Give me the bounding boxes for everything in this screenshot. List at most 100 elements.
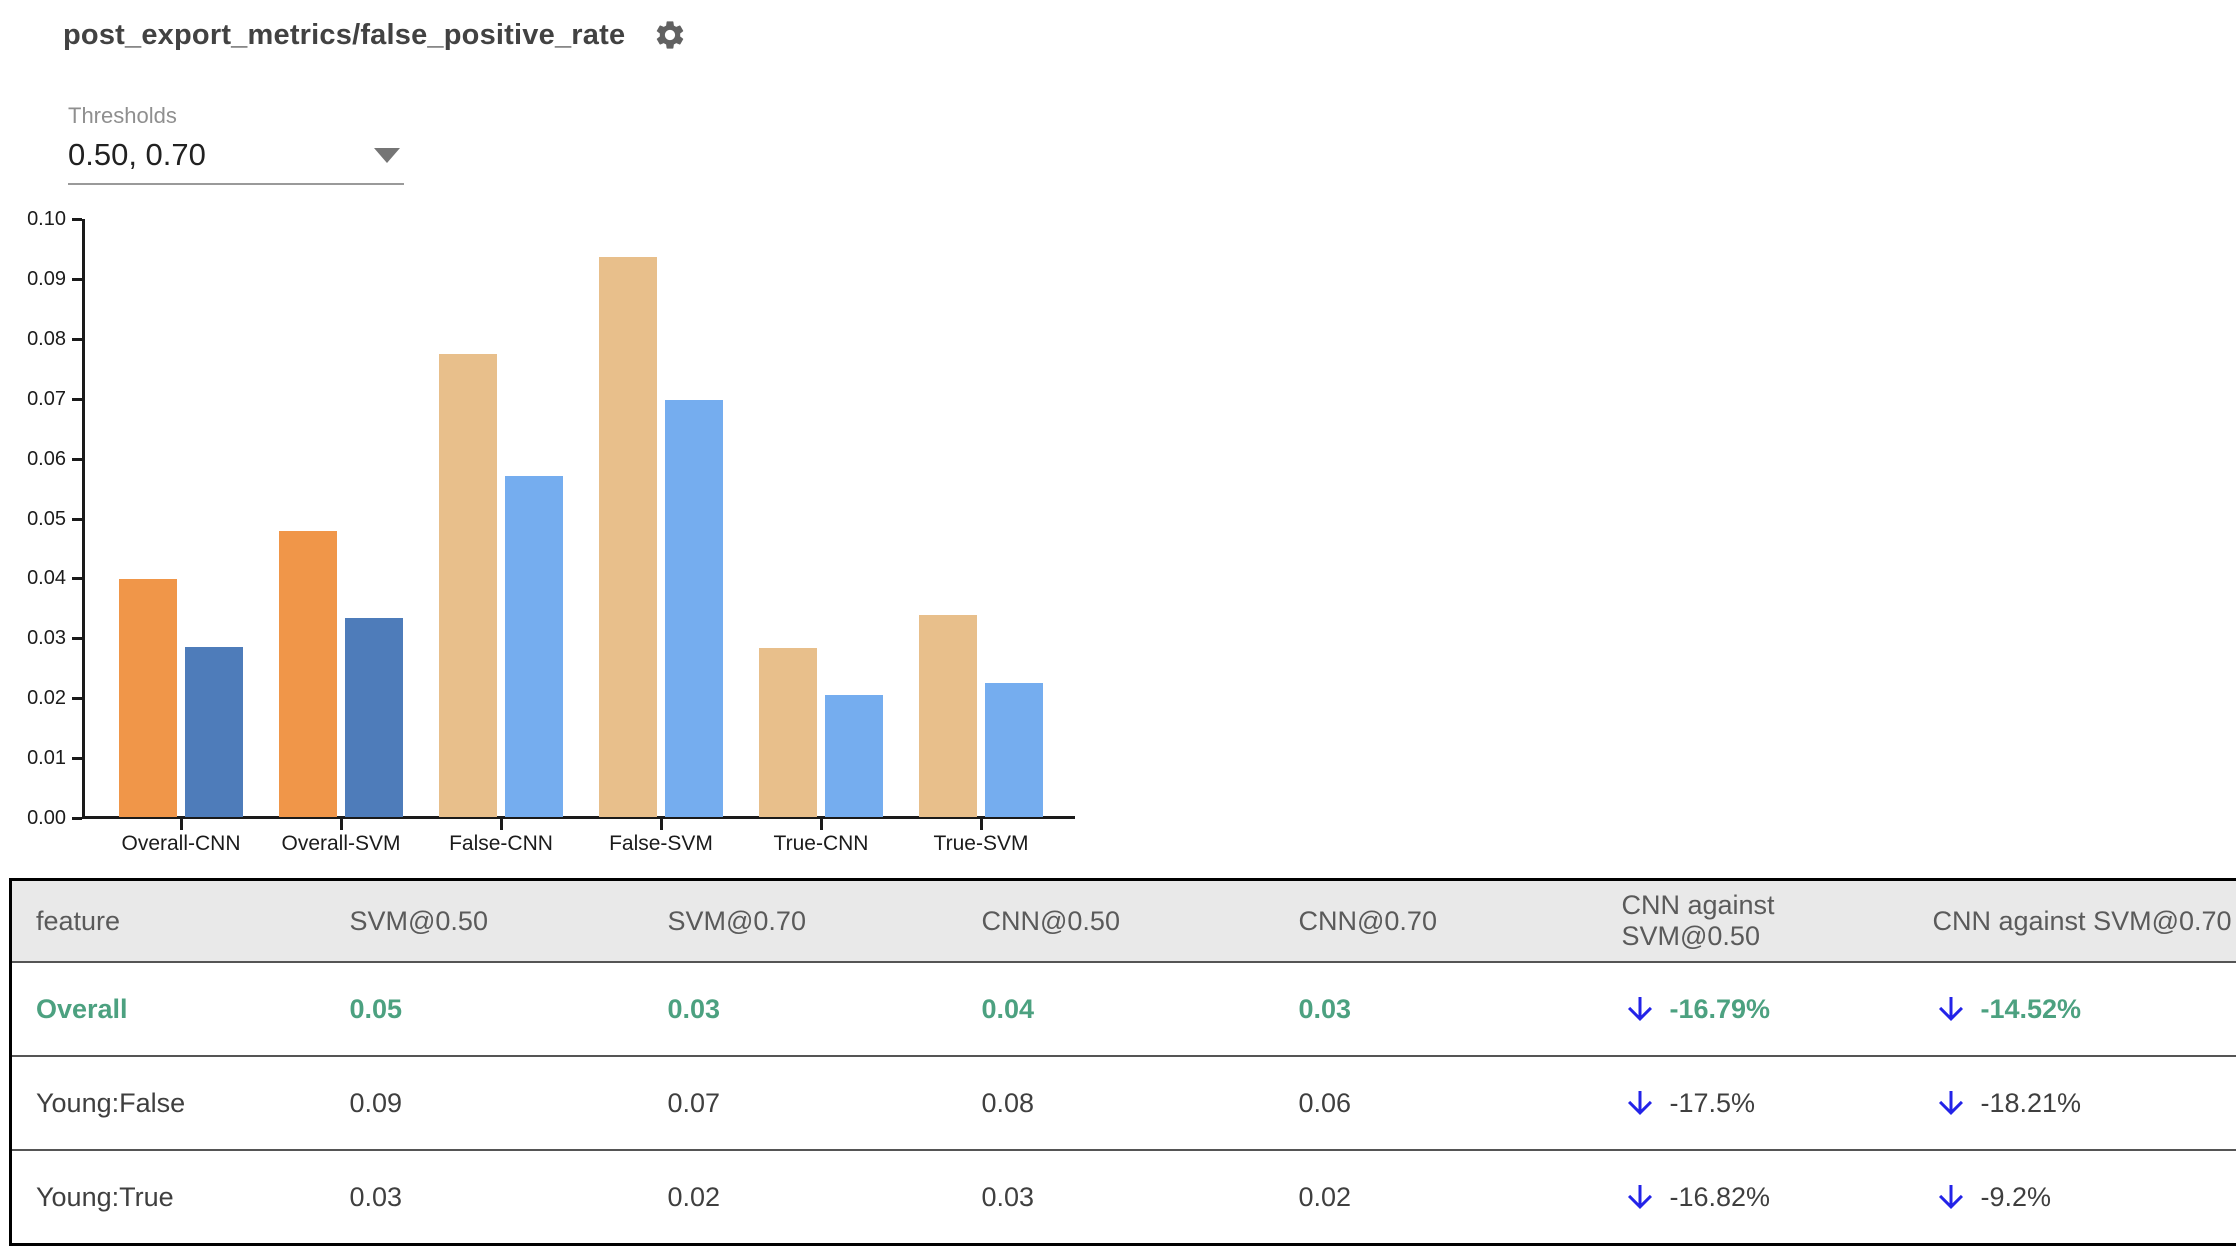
x-axis-label: True-CNN [773, 832, 869, 855]
table-row: Overall 0.05 0.03 0.04 0.03 -16.79% -14.… [11, 962, 2236, 1056]
column-header-cnn-vs-svm-050: CNN against SVM@0.50 [1597, 879, 1909, 963]
table-row: Young:False 0.09 0.07 0.08 0.06 -17.5% -… [10, 1055, 2236, 1150]
delta-value: -18.21% [1980, 1087, 2082, 1118]
value-cell: 0.09 [325, 1055, 644, 1150]
value-cell: 0.02 [1274, 1149, 1598, 1245]
x-axis-label: Overall-SVM [281, 832, 401, 855]
bar-False-SVM-threshold-0.70[interactable] [665, 400, 723, 817]
arrow-down-icon [1627, 997, 1652, 1021]
delta-cell: -17.5% [1597, 1055, 1909, 1150]
y-axis-tick-label: 0.01 [27, 747, 66, 770]
table-row: Young:True 0.03 0.02 0.03 0.02 -16.82% -… [10, 1149, 2236, 1245]
x-axis-tick [660, 817, 663, 830]
value-cell: 0.03 [667, 993, 721, 1024]
x-axis-label: Overall-CNN [121, 832, 241, 855]
y-axis-tick [72, 397, 82, 401]
y-axis-tick [72, 277, 82, 281]
x-axis-label: False-SVM [609, 832, 713, 855]
value-cell: 0.05 [349, 993, 403, 1024]
arrow-down-icon [1938, 1185, 1963, 1209]
bar-False-CNN-threshold-0.70[interactable] [505, 476, 563, 817]
y-axis-tick [72, 817, 82, 820]
x-axis-tick [500, 817, 503, 830]
delta-cell: -14.52% [1909, 962, 2236, 1056]
y-axis-tick-label: 0.02 [27, 687, 66, 710]
column-header-cnn-070: CNN@0.70 [1274, 879, 1598, 963]
value-cell: 0.03 [1298, 993, 1352, 1024]
thresholds-label: Thresholds [68, 103, 177, 128]
y-axis-tick-label: 0.00 [27, 807, 66, 829]
column-header-svm-070: SVM@0.70 [643, 879, 958, 963]
y-axis-tick [72, 517, 82, 521]
thresholds-select[interactable]: Thresholds 0.50, 0.70 [68, 103, 404, 185]
y-axis-tick [72, 577, 82, 581]
bar-True-CNN-threshold-0.50[interactable] [759, 648, 817, 817]
arrow-down-icon [1938, 997, 1963, 1021]
bar-Overall-CNN-threshold-0.70[interactable] [185, 647, 243, 817]
x-axis-line [82, 816, 1075, 819]
column-header-cnn-050: CNN@0.50 [957, 879, 1275, 963]
gear-icon[interactable] [653, 18, 687, 52]
y-axis-tick-label: 0.09 [27, 267, 66, 290]
delta-value: -14.52% [1980, 993, 2082, 1024]
table-header-row: feature SVM@0.50 SVM@0.70 CNN@0.50 CNN@0… [10, 879, 2236, 963]
bar-False-SVM-threshold-0.50[interactable] [599, 257, 657, 817]
column-header-svm-050: SVM@0.50 [325, 879, 644, 963]
bar-Overall-SVM-threshold-0.70[interactable] [345, 618, 403, 817]
arrow-down-icon [1627, 1091, 1652, 1115]
y-axis-tick [72, 637, 82, 641]
value-cell: 0.04 [981, 993, 1035, 1024]
delta-cell: -16.82% [1597, 1149, 1909, 1245]
value-cell: 0.02 [643, 1149, 958, 1245]
feature-cell: Young:True [10, 1149, 326, 1245]
bar-True-SVM-threshold-0.70[interactable] [985, 683, 1043, 817]
bar-Overall-CNN-threshold-0.50[interactable] [119, 579, 177, 817]
metrics-table: feature SVM@0.50 SVM@0.70 CNN@0.50 CNN@0… [9, 878, 2236, 1246]
y-axis-tick-label: 0.03 [27, 627, 66, 650]
false-positive-rate-bar-chart: 0.00 0.01 0.02 0.03 0.04 0.05 0.06 0.07 0.08 0.09… [0, 0, 1100, 870]
y-axis-tick-label: 0.05 [27, 507, 66, 530]
delta-cell: -16.79% [1598, 962, 1909, 1056]
feature-cell: Young:False [10, 1055, 326, 1150]
page-title: post_export_metrics/false_positive_rate [63, 18, 626, 51]
delta-value: -17.5% [1669, 1087, 1756, 1118]
value-cell: 0.03 [325, 1149, 644, 1245]
arrow-down-icon [1938, 1091, 1963, 1115]
delta-value: -16.82% [1669, 1181, 1771, 1212]
bar-Overall-SVM-threshold-0.50[interactable] [279, 531, 337, 817]
chevron-down-icon [374, 147, 400, 163]
y-axis-tick-label: 0.07 [27, 387, 66, 410]
thresholds-value: 0.50, 0.70 [68, 137, 206, 172]
delta-cell: -18.21% [1908, 1055, 2236, 1150]
x-axis-tick [980, 817, 983, 830]
y-axis-tick-label: 0.04 [27, 567, 66, 590]
delta-value: -16.79% [1669, 993, 1771, 1024]
y-axis-tick [72, 697, 82, 701]
column-header-cnn-vs-svm-070: CNN against SVM@0.70 [1908, 879, 2236, 963]
bar-True-SVM-threshold-0.50[interactable] [919, 615, 977, 817]
arrow-down-icon [1627, 1185, 1652, 1209]
value-cell: 0.06 [1274, 1055, 1598, 1150]
delta-cell: -9.2% [1908, 1149, 2236, 1245]
y-axis-tick-label: 0.10 [27, 208, 66, 230]
x-axis-label: True-SVM [933, 832, 1029, 855]
value-cell: 0.08 [957, 1055, 1275, 1150]
column-header-feature: feature [10, 879, 326, 963]
feature-cell: Overall [36, 993, 128, 1024]
y-axis-tick [72, 218, 82, 221]
value-cell: 0.07 [643, 1055, 958, 1150]
y-axis-tick-label: 0.08 [27, 327, 66, 350]
y-axis-tick [72, 457, 82, 461]
y-axis-tick-label: 0.06 [27, 447, 66, 470]
dropdown-underline [68, 183, 404, 185]
value-cell: 0.03 [957, 1149, 1275, 1245]
x-axis-tick [340, 817, 343, 830]
metric-header: post_export_metrics/false_positive_rate [63, 18, 687, 52]
x-axis-tick [180, 817, 183, 830]
delta-value: -9.2% [1980, 1181, 2052, 1212]
bar-False-CNN-threshold-0.50[interactable] [439, 354, 497, 817]
x-axis-label: False-CNN [449, 832, 553, 855]
bar-True-CNN-threshold-0.70[interactable] [825, 695, 883, 817]
y-axis-line [82, 219, 85, 819]
